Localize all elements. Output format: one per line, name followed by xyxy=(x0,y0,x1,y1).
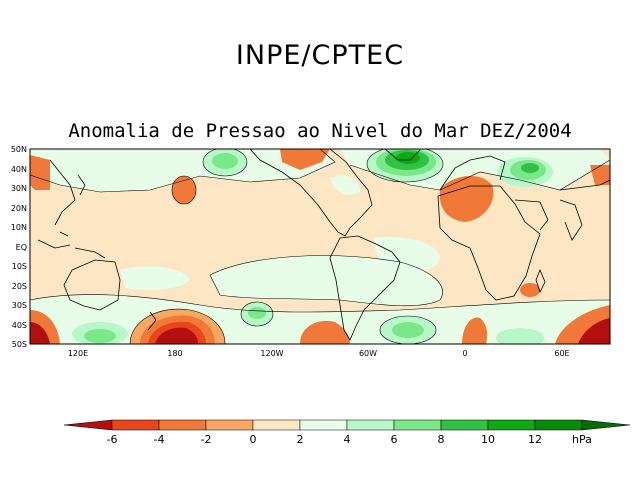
field-asia-core-8 xyxy=(521,163,539,173)
field-west-south-negative-8 xyxy=(30,322,50,344)
field-tasman-core-6 xyxy=(84,329,116,343)
colorbar-swatch xyxy=(534,419,583,431)
contour-zero-south-pacific xyxy=(209,255,443,307)
contour-atlantic-core xyxy=(366,149,444,183)
colorbar-label: 4 xyxy=(344,433,351,446)
colorbar-label: 10 xyxy=(481,433,495,446)
lon-label-120e: 120E xyxy=(68,349,88,358)
lat-label-40n: 40N xyxy=(11,165,27,174)
contour-south-atlantic-core xyxy=(379,315,437,344)
colorbar-swatch xyxy=(252,419,301,431)
longitude-axis: 120E 180 120W 60W 0 60E xyxy=(68,349,570,358)
field-gulf-positive xyxy=(330,175,360,195)
coast-maritime-continent xyxy=(37,231,106,259)
colorbar-swatch xyxy=(205,419,254,431)
contour-zero-north-pacific xyxy=(30,149,336,193)
colorbar-label: 0 xyxy=(250,433,257,446)
coast-asia xyxy=(49,159,610,226)
colorbar-swatch xyxy=(111,419,160,431)
contour-south-pacific-core xyxy=(240,301,274,327)
colorbar-low-triangle xyxy=(63,419,113,431)
colorbar-swatch xyxy=(299,419,348,431)
contour-zero-north-atlantic xyxy=(349,159,610,191)
contour-pacific-core xyxy=(202,149,248,177)
field-south-atlantic-positive xyxy=(374,236,440,274)
organization-title: INPE/CPTEC xyxy=(235,40,405,71)
lat-label-50s: 50S xyxy=(12,340,27,349)
lat-label-10s: 10S xyxy=(12,262,27,271)
lat-label-30n: 30N xyxy=(11,184,27,193)
lat-label-50n: 50N xyxy=(11,145,27,154)
colorbar-label: -2 xyxy=(201,433,212,446)
field-east-south-negative-8 xyxy=(578,318,610,344)
lon-label-60w: 60W xyxy=(359,349,377,358)
contour-zero-southern-ocean xyxy=(30,294,610,313)
colorbar-swatch xyxy=(440,419,489,431)
field-west-negative xyxy=(30,155,50,190)
field-east-negative xyxy=(590,165,610,185)
colorbar-label: -6 xyxy=(107,433,118,446)
lon-label-0: 0 xyxy=(462,349,467,358)
coast-north-america xyxy=(249,149,373,237)
coast-europe xyxy=(439,155,506,191)
field-pacific-negative-1 xyxy=(172,176,196,204)
field-mediterranean-negative xyxy=(439,175,494,222)
lat-label-10n: 10N xyxy=(11,223,27,232)
field-atlantic-core-10 xyxy=(396,152,420,164)
coast-japan xyxy=(77,174,86,196)
colorbar-swatch xyxy=(158,419,207,431)
coast-south-america xyxy=(329,235,401,341)
field-amundsen-negative xyxy=(300,320,350,344)
field-south-pacific-positive xyxy=(210,255,443,306)
colorbar-label: 6 xyxy=(391,433,398,446)
map-frame xyxy=(29,148,611,345)
colorbar-label: 12 xyxy=(528,433,542,446)
coast-arabia-india xyxy=(514,199,583,241)
colorbar-swatch xyxy=(393,419,442,431)
field-coral-sea-positive xyxy=(120,266,190,290)
lat-label-30s: 30S xyxy=(12,301,27,310)
colorbar-high-triangle xyxy=(581,419,631,431)
colorbar-label: -4 xyxy=(154,433,165,446)
lon-label-180: 180 xyxy=(167,349,182,358)
lat-label-20n: 20N xyxy=(11,204,27,213)
field-atlantic-south-negative xyxy=(462,317,488,344)
field-pacific-core-6 xyxy=(212,153,238,169)
map-title: Anomalia de Pressao ao Nivel do Mar DEZ/… xyxy=(68,120,572,142)
colorbar-unit: hPa xyxy=(572,433,592,446)
lon-label-120w: 120W xyxy=(260,349,283,358)
colorbar-swatch xyxy=(487,419,536,431)
contour-pacific-negative xyxy=(171,175,197,205)
field-south-atlantic-core-6 xyxy=(392,322,424,338)
field-south-pacific-negative-8 xyxy=(155,327,198,344)
lon-label-60e: 60E xyxy=(554,349,569,358)
colorbar-swatch xyxy=(346,419,395,431)
coast-madagascar xyxy=(535,268,546,294)
field-indian-core-4 xyxy=(496,328,544,344)
colorbar-label: 8 xyxy=(438,433,445,446)
coast-greenland xyxy=(384,149,421,161)
lat-label-20s: 20S xyxy=(12,282,27,291)
coast-africa xyxy=(437,185,541,301)
coastlines xyxy=(37,149,610,341)
colorbar-label: 2 xyxy=(297,433,304,446)
anomaly-field xyxy=(30,149,610,344)
lat-label-40s: 40S xyxy=(12,321,27,330)
latitude-axis: 50N 40N 30N 20N 10N EQ 10S 20S 30S 40S 5… xyxy=(11,145,27,349)
field-south-pacific-core-6 xyxy=(248,307,266,319)
coast-australia xyxy=(63,259,121,311)
field-pacific-negative-2 xyxy=(280,149,330,170)
field-west-pacific-positive xyxy=(120,165,150,182)
field-africa-negative xyxy=(520,283,540,297)
lat-label-eq: EQ xyxy=(16,243,27,252)
colorbar: -6 -4 -2 0 2 4 6 8 10 12 xyxy=(63,419,631,446)
